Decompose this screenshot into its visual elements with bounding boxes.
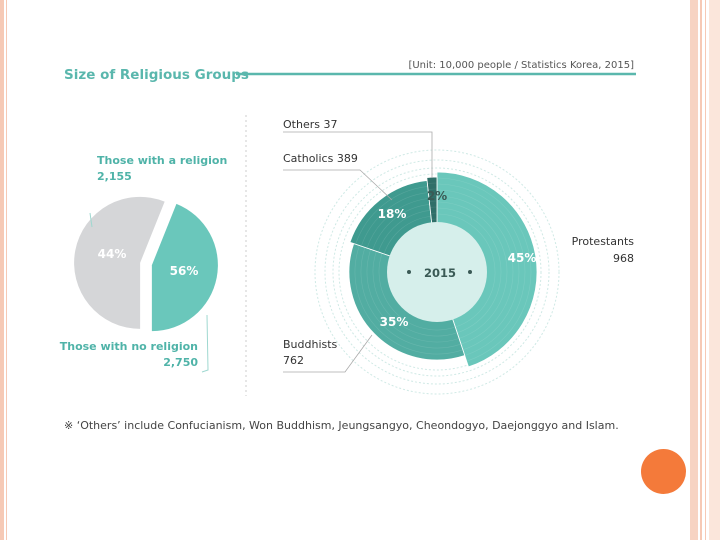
- pct-no-religion: 56%: [170, 264, 199, 278]
- value-buddhists: 762: [283, 354, 304, 367]
- slice-texture: [378, 210, 430, 252]
- left-border-line: [6, 0, 7, 540]
- value-with-religion: 2,155: [97, 170, 132, 183]
- label-others: Others 37: [283, 118, 337, 131]
- label-no-religion: Those with no religion: [60, 340, 198, 353]
- leader-others: [283, 131, 433, 178]
- pct-others: 2%: [427, 189, 447, 203]
- pct-protestants: 45%: [508, 251, 537, 265]
- center-dot-left: [407, 270, 411, 274]
- right-border-band: [709, 0, 720, 540]
- center-year: 2015: [424, 266, 456, 280]
- slice-texture: [378, 253, 455, 331]
- label-protestants: Protestants: [572, 235, 635, 248]
- slice-texture: [372, 251, 457, 337]
- pct-with-religion: 44%: [98, 247, 127, 261]
- pct-catholics: 18%: [378, 207, 407, 221]
- religion-pie: [74, 196, 218, 332]
- slice-texture: [437, 195, 514, 345]
- slice-texture: [383, 216, 431, 254]
- value-protestants: 968: [613, 252, 634, 265]
- center-dot-right: [468, 270, 472, 274]
- slice-texture: [437, 201, 508, 339]
- right-border-line: [700, 0, 702, 540]
- slice-texture: [361, 192, 428, 246]
- guide-ring: [324, 159, 550, 385]
- right-border-line-thin: [705, 0, 706, 540]
- chart-title: Size of Religious Groups: [64, 67, 249, 83]
- guide-ring: [314, 149, 560, 395]
- slice-texture: [437, 213, 496, 328]
- label-with-religion: Those with a religion: [97, 154, 227, 167]
- slice-texture: [437, 189, 520, 350]
- slice-texture: [366, 249, 459, 343]
- slice-texture: [366, 198, 429, 248]
- slice-texture: [437, 207, 502, 333]
- leader-religion: [89, 212, 93, 228]
- right-border-stripe: [690, 0, 698, 540]
- slice-texture: [360, 247, 461, 349]
- pct-buddhists: 35%: [380, 315, 409, 329]
- slice-texture: [372, 204, 430, 250]
- pie-slice-those-with-no-religion: [74, 196, 165, 329]
- label-buddhists: Buddhists: [283, 338, 338, 351]
- leader-buddhists: [283, 334, 373, 373]
- label-catholics: Catholics 389: [283, 152, 358, 165]
- slice-texture: [355, 186, 428, 244]
- value-no-religion: 2,750: [163, 356, 198, 369]
- orange-circle-decoration: [641, 449, 686, 494]
- slice-texture: [354, 246, 463, 355]
- donut-slice-protestants: [436, 171, 538, 368]
- slice-texture: [437, 183, 526, 356]
- slice-texture: [437, 177, 532, 362]
- footnote: ※ ‘Others’ include Confucianism, Won Bud…: [64, 419, 619, 432]
- leader-catholics: [283, 169, 393, 201]
- donut-center: [387, 222, 487, 322]
- pie-slice-those-with-a-religion: [151, 203, 218, 332]
- leader-no-religion: [201, 314, 209, 373]
- left-border-stripe: [0, 0, 4, 540]
- guide-ring: [332, 167, 542, 377]
- unit-note: [Unit: 10,000 people / Statistics Korea,…: [408, 60, 634, 71]
